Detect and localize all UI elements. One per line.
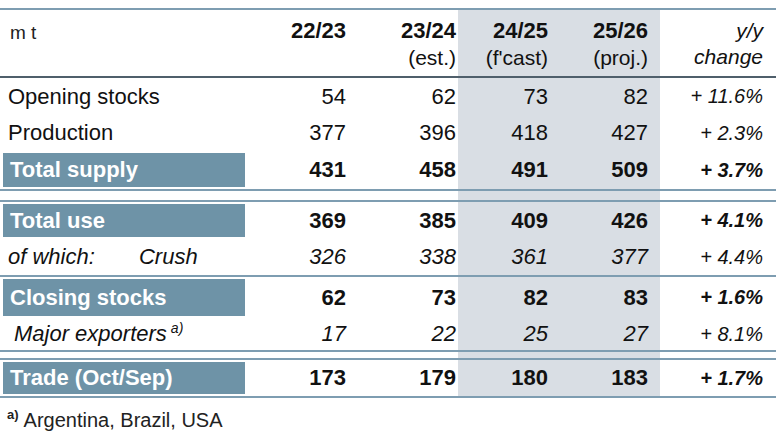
crush-label: Crush: [139, 244, 198, 269]
value-cell: 179: [348, 365, 458, 391]
value-cell: 431: [248, 157, 348, 183]
row-label: Opening stocks: [0, 84, 248, 110]
value-cell: 22: [348, 321, 458, 347]
value-cell: 409: [458, 208, 550, 234]
value-cell: 62: [348, 84, 458, 110]
value-cell: 183: [550, 365, 650, 391]
change-cell: + 4.4%: [650, 246, 776, 269]
value-cell: 509: [550, 157, 650, 183]
yy-line: y/y: [736, 18, 763, 44]
value-cell: 385: [348, 208, 458, 234]
row-label: of which: Crush: [0, 244, 248, 270]
column-header-yy-change: y/y change: [650, 10, 776, 71]
column-year: 25/26: [593, 18, 648, 44]
value-cell: 458: [348, 157, 458, 183]
value-cell: 180: [458, 365, 550, 391]
section-row-label: Closing stocks: [0, 279, 248, 316]
table-row-closing-stocks: Closing stocks 62 73 82 83 + 1.6%: [0, 277, 776, 318]
value-cell: 418: [458, 120, 550, 146]
value-cell: 54: [248, 84, 348, 110]
change-cell: + 4.1%: [650, 209, 776, 232]
column-year: 24/25: [493, 18, 548, 44]
table-row-opening-stocks: Opening stocks 54 62 73 82 + 11.6%: [0, 78, 776, 115]
value-cell: 82: [550, 84, 650, 110]
footnote-marker: a): [7, 407, 19, 422]
section-row-label: Trade (Oct/Sep): [0, 362, 248, 394]
column-year: 23/24: [401, 18, 456, 44]
footnote-text: Argentina, Brazil, USA: [24, 409, 223, 431]
value-cell: 25: [458, 321, 550, 347]
value-cell: 491: [458, 157, 550, 183]
change-cell: + 3.7%: [650, 159, 776, 182]
unit-label: m t: [0, 10, 248, 44]
table-row-crush: of which: Crush 326 338 361 377 + 4.4%: [0, 239, 776, 277]
section-row-label: Total use: [0, 204, 248, 237]
value-cell: 396: [348, 120, 458, 146]
major-exporters-label: Major exporters: [14, 322, 167, 347]
value-cell: 62: [248, 285, 348, 311]
value-cell: 173: [248, 365, 348, 391]
table-row-major-exporters: Major exportersa) 17 22 25 27 + 8.1%: [0, 318, 776, 352]
column-header-25-26: 25/26 (proj.): [550, 10, 650, 72]
value-cell: 427: [550, 120, 650, 146]
table-row-trade: Trade (Oct/Sep) 173 179 180 183 + 1.7%: [0, 360, 776, 398]
column-header-22-23: 22/23: [248, 10, 348, 44]
value-cell: 426: [550, 208, 650, 234]
value-cell: 17: [248, 321, 348, 347]
value-cell: 377: [550, 244, 650, 270]
change-line: change: [694, 44, 763, 70]
row-label: Production: [0, 120, 248, 146]
table-row-total-use: Total use 369 385 409 426 + 4.1%: [0, 202, 776, 239]
of-which-prefix: of which:: [8, 244, 95, 269]
value-cell: 377: [248, 120, 348, 146]
change-cell: + 1.6%: [650, 286, 776, 309]
table-row-production: Production 377 396 418 427 + 2.3%: [0, 115, 776, 151]
table-header-row: m t 22/23 23/24 (est.) 24/25 (f'cast) 25…: [0, 8, 776, 78]
section-row-label: Total supply: [0, 153, 248, 187]
section-divider: [0, 352, 776, 360]
value-cell: 83: [550, 285, 650, 311]
value-cell: 326: [248, 244, 348, 270]
row-label: Major exportersa): [0, 320, 248, 347]
change-cell: + 11.6%: [650, 85, 776, 108]
column-header-24-25: 24/25 (f'cast): [458, 10, 550, 72]
value-cell: 27: [550, 321, 650, 347]
change-cell: + 8.1%: [650, 323, 776, 346]
column-qualifier: (f'cast): [486, 44, 548, 71]
change-cell: + 1.7%: [650, 367, 776, 390]
column-qualifier: (proj.): [593, 44, 648, 71]
footnote-marker-ref: a): [171, 320, 183, 336]
section-divider: [0, 191, 776, 202]
value-cell: 82: [458, 285, 550, 311]
value-cell: 73: [458, 84, 550, 110]
column-year: 22/23: [291, 18, 346, 44]
column-qualifier: (est.): [408, 44, 456, 71]
value-cell: 338: [348, 244, 458, 270]
table-row-total-supply: Total supply 431 458 491 509 + 3.7%: [0, 151, 776, 191]
footnote: a) Argentina, Brazil, USA: [0, 398, 776, 438]
change-cell: + 2.3%: [650, 122, 776, 145]
value-cell: 369: [248, 208, 348, 234]
value-cell: 73: [348, 285, 458, 311]
column-header-23-24: 23/24 (est.): [348, 10, 458, 72]
value-cell: 361: [458, 244, 550, 270]
balance-table: m t 22/23 23/24 (est.) 24/25 (f'cast) 25…: [0, 0, 776, 438]
